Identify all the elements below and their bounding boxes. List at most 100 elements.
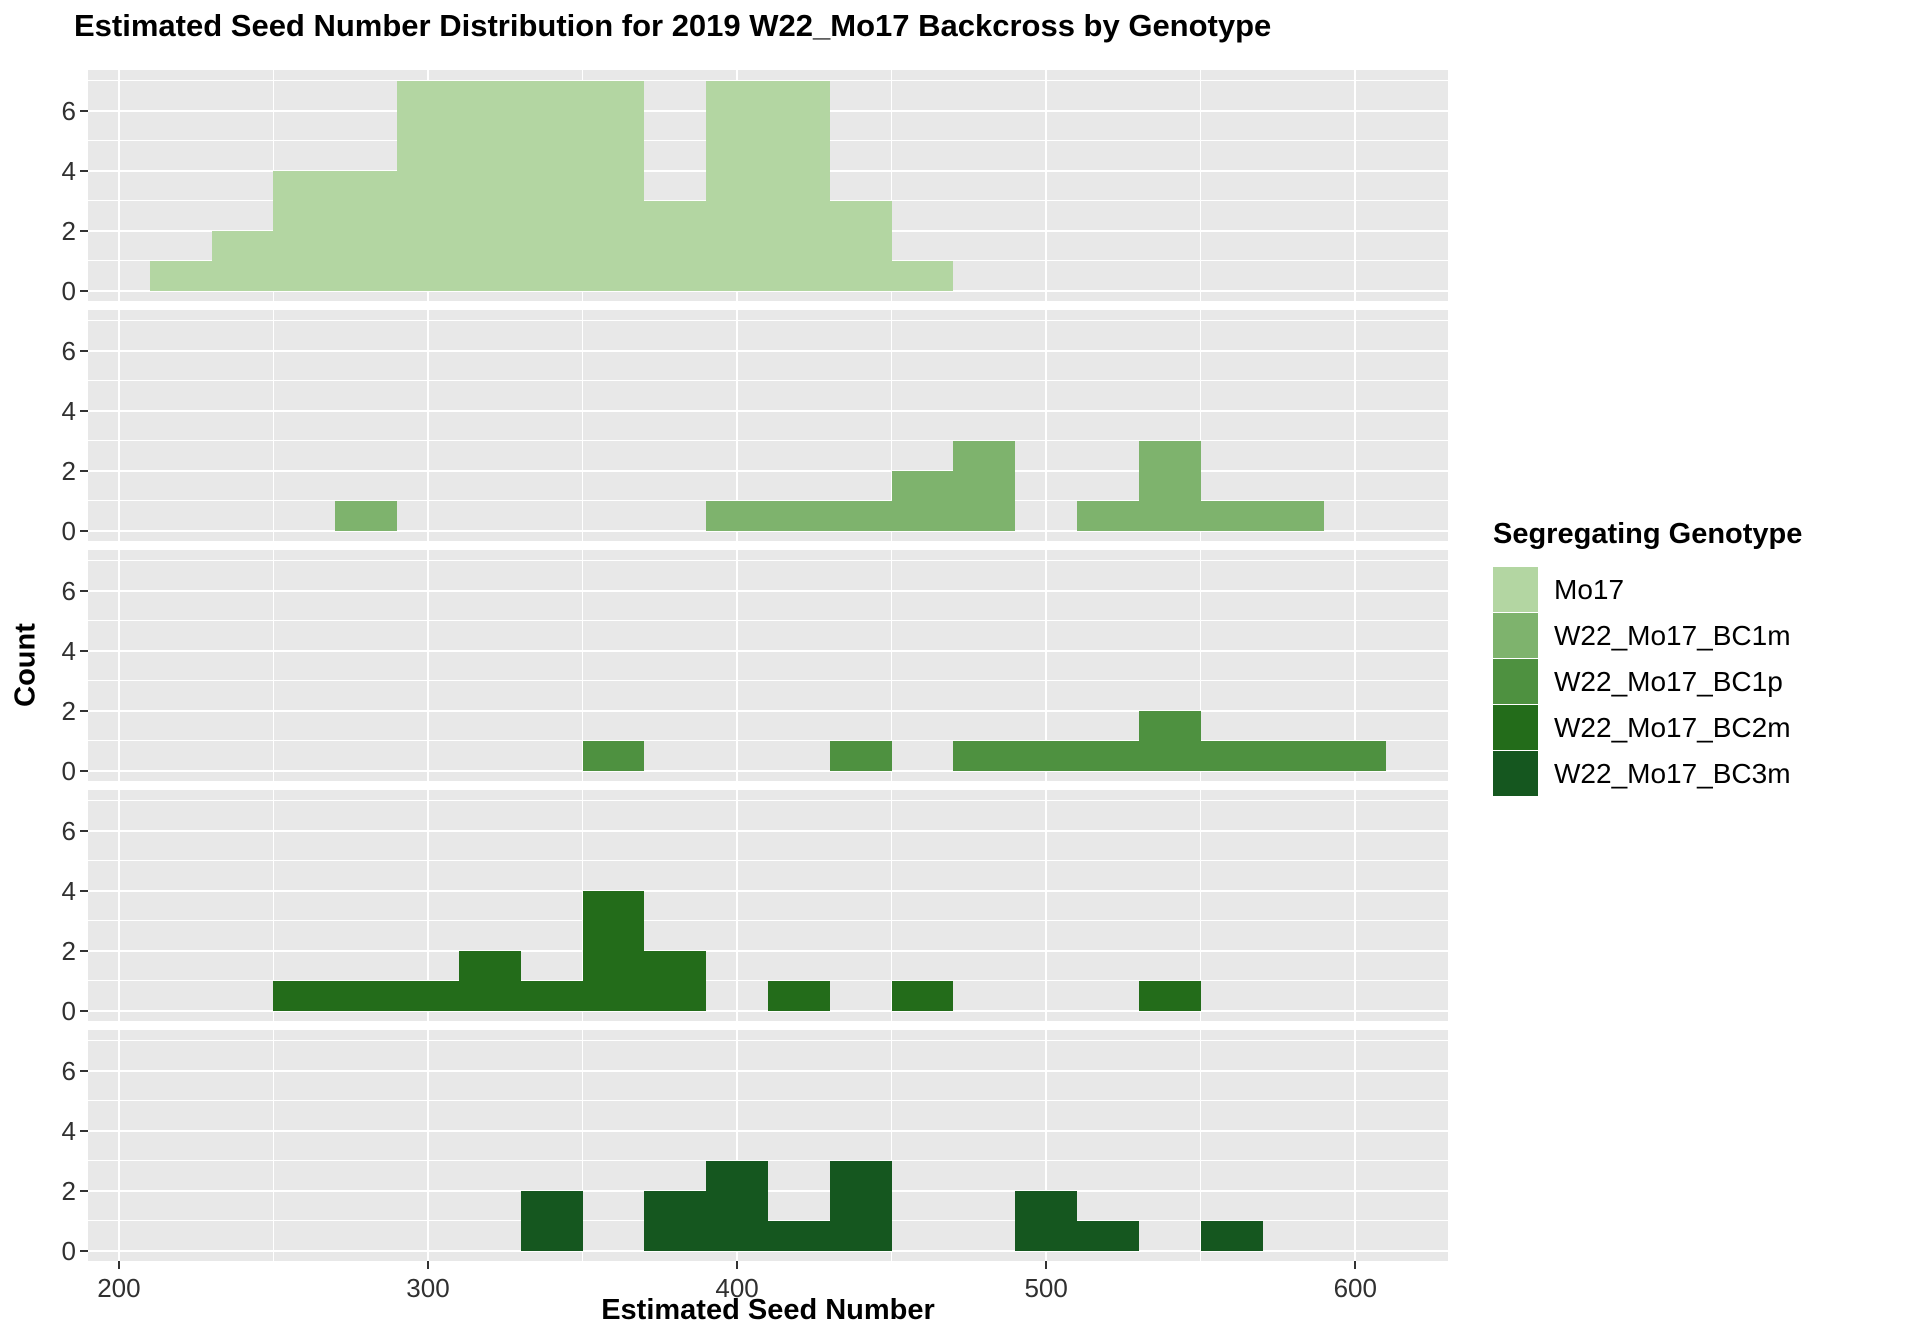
gridline-y-minor	[88, 1040, 1448, 1041]
histogram-bar	[953, 440, 1016, 531]
x-axis-title: Estimated Seed Number	[601, 1294, 935, 1326]
legend-item-label: Mo17	[1554, 573, 1625, 605]
histogram-bar	[335, 980, 398, 1011]
y-tick-mark	[80, 1129, 88, 1132]
x-tick-label: 500	[1024, 1273, 1068, 1303]
histogram-bar	[829, 200, 892, 291]
gridline-x-minor	[272, 1030, 274, 1261]
legend-item-label: W22_Mo17_BC1p	[1554, 665, 1783, 697]
gridline-x-major	[427, 1030, 429, 1261]
histogram-bar	[1077, 1220, 1139, 1251]
y-tick-mark	[80, 949, 88, 952]
legend-swatch	[1493, 705, 1538, 750]
gridline-y-major	[88, 769, 1448, 772]
histogram-bar	[273, 980, 336, 1011]
histogram-bar	[520, 80, 583, 291]
legend-item-label: W22_Mo17_BC3m	[1554, 757, 1791, 789]
x-tick-mark	[1045, 1261, 1048, 1269]
histogram-bar	[891, 470, 954, 531]
y-tick-label: 6	[61, 815, 76, 846]
histogram-bar	[211, 230, 274, 291]
y-tick-mark	[80, 829, 88, 832]
histogram-bar	[335, 500, 398, 531]
histogram-bar	[458, 950, 521, 1011]
gridline-y-major	[88, 829, 1448, 832]
gridline-y-major	[88, 289, 1448, 292]
y-tick-label: 2	[61, 695, 76, 726]
gridline-y-major	[88, 349, 1448, 352]
gridline-y-minor	[88, 320, 1448, 321]
gridline-x-minor	[582, 1030, 584, 1261]
gridline-x-major	[117, 790, 120, 1021]
y-tick-mark	[80, 109, 88, 112]
y-tick-mark	[80, 1009, 88, 1012]
gridline-x-minor	[1200, 310, 1202, 541]
histogram-bar	[1138, 710, 1201, 771]
legend-item: W22_Mo17_BC1m	[1493, 613, 1802, 658]
y-tick-label: 6	[61, 95, 76, 126]
gridline-x-major	[736, 310, 739, 541]
x-tick-mark	[736, 1261, 739, 1269]
y-tick-label: 2	[61, 1175, 76, 1206]
y-tick-label: 6	[61, 335, 76, 366]
histogram-bar	[1262, 740, 1325, 771]
gridline-x-major	[117, 310, 120, 541]
gridline-x-major	[1045, 1030, 1048, 1261]
gridline-y-minor	[88, 380, 1448, 381]
y-tick-label: 0	[61, 755, 76, 786]
gridline-y-major	[88, 529, 1448, 532]
gridline-y-minor	[88, 740, 1448, 741]
facet-panel-Mo17	[88, 70, 1448, 301]
histogram-bar	[1138, 440, 1201, 531]
histogram-bar	[829, 1160, 892, 1251]
y-tick-label: 0	[61, 275, 76, 306]
gridline-y-minor	[88, 1160, 1448, 1161]
histogram-bar	[644, 200, 707, 291]
legend-item: Mo17	[1493, 567, 1802, 612]
x-tick-label: 400	[715, 1273, 759, 1303]
gridline-x-major	[736, 790, 739, 1021]
facet-panel-W22_Mo17_BC2m	[88, 790, 1448, 1021]
legend-swatch	[1493, 751, 1538, 796]
gridline-x-minor	[891, 70, 893, 301]
gridline-x-minor	[272, 790, 274, 1021]
histogram-bar	[520, 980, 583, 1011]
y-tick-label: 0	[61, 1235, 76, 1266]
histogram-bar	[1324, 740, 1387, 771]
legend-swatch	[1493, 659, 1538, 704]
histogram-bar	[582, 740, 645, 771]
histogram-bar	[768, 80, 830, 291]
histogram-bar	[1200, 1220, 1263, 1251]
gridline-y-minor	[88, 620, 1448, 621]
gridline-y-major	[88, 1189, 1448, 1192]
y-tick-mark	[80, 589, 88, 592]
histogram-bar	[891, 260, 954, 291]
legend-item: W22_Mo17_BC1p	[1493, 659, 1802, 704]
gridline-y-major	[88, 649, 1448, 652]
legend-item: W22_Mo17_BC2m	[1493, 705, 1802, 750]
gridline-x-minor	[272, 310, 274, 541]
facet-panel-W22_Mo17_BC1p	[88, 550, 1448, 781]
histogram-bar	[953, 740, 1016, 771]
gridline-x-major	[117, 70, 120, 301]
gridline-x-major	[427, 550, 429, 781]
y-tick-label: 2	[61, 935, 76, 966]
legend-items: Mo17 W22_Mo17_BC1m W22_Mo17_BC1p W22_Mo17_B…	[1493, 567, 1802, 796]
histogram-bar	[149, 260, 212, 291]
gridline-x-major	[736, 1030, 739, 1261]
y-tick-mark	[80, 289, 88, 292]
y-tick-mark	[80, 169, 88, 172]
gridline-x-major	[1354, 1030, 1357, 1261]
x-tick-mark	[1354, 1261, 1357, 1269]
gridline-x-major	[1354, 550, 1357, 781]
histogram-bar	[1015, 1190, 1078, 1251]
gridline-y-minor	[88, 860, 1448, 861]
histogram-bar	[644, 1190, 707, 1251]
legend-item-label: W22_Mo17_BC2m	[1554, 711, 1791, 743]
gridline-x-major	[1045, 70, 1048, 301]
histogram-bar	[891, 980, 954, 1011]
y-tick-mark	[80, 469, 88, 472]
gridline-x-major	[117, 1030, 120, 1261]
histogram-bar	[397, 80, 459, 291]
histogram-bar	[520, 1190, 583, 1251]
